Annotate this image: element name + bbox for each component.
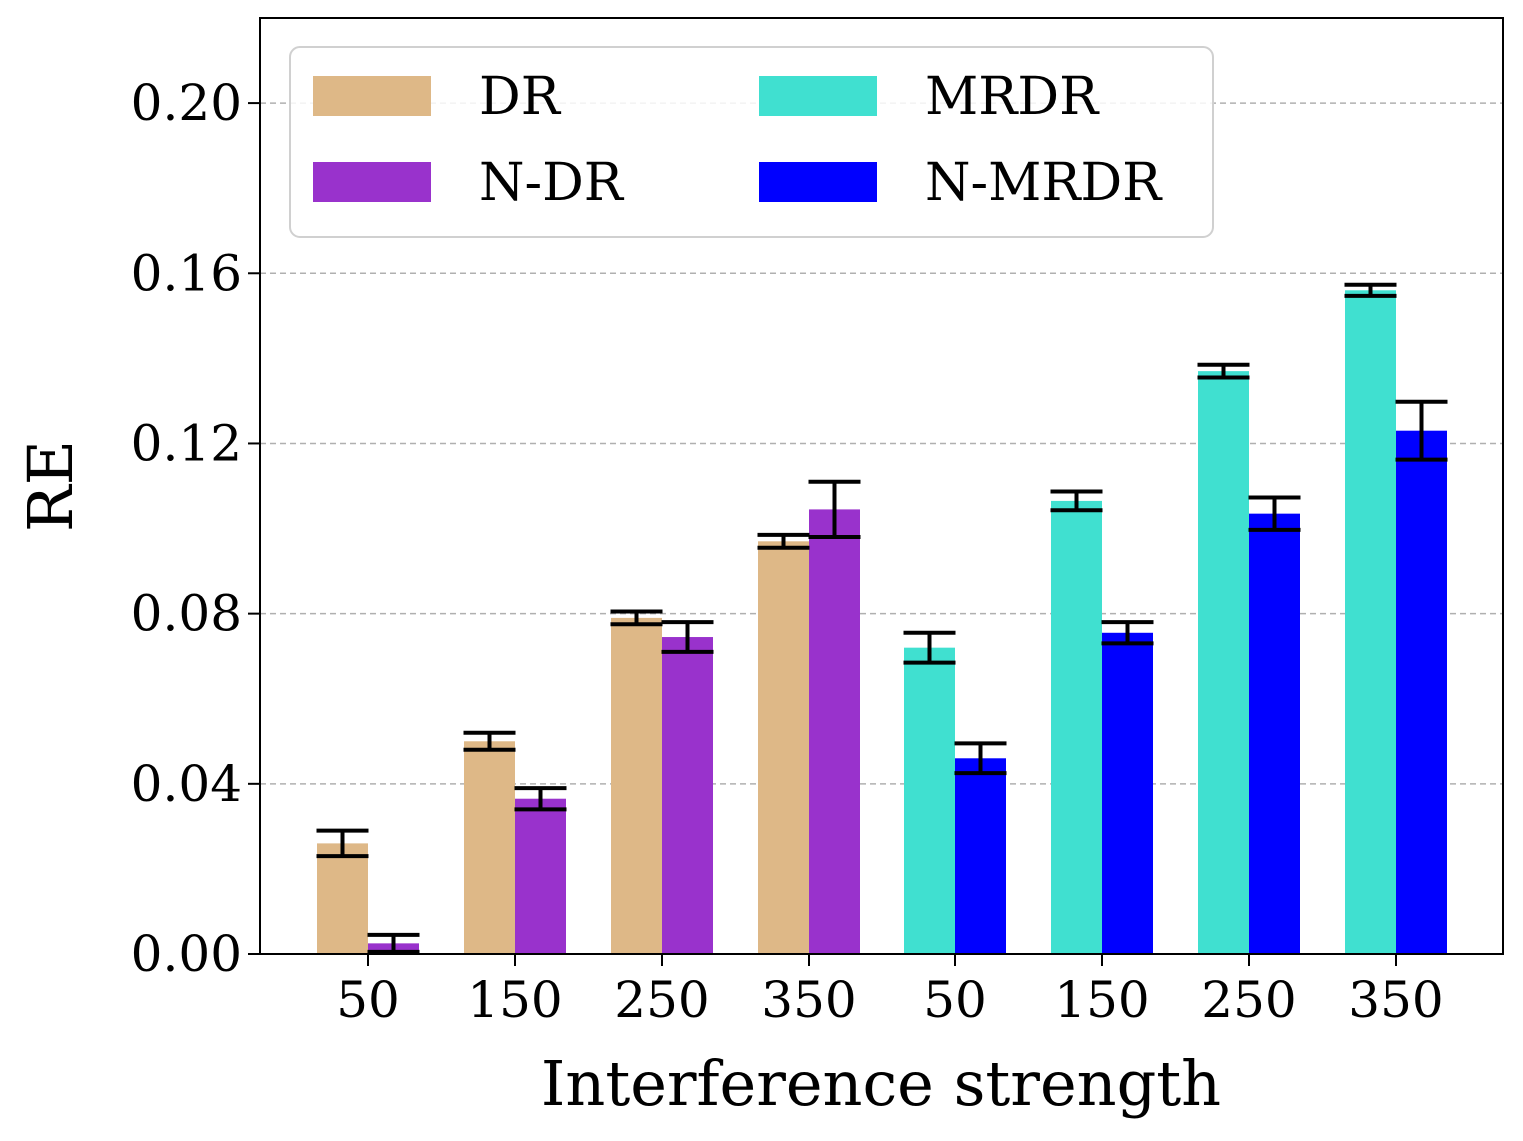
x-tick-label-6: 250 — [1201, 971, 1296, 1029]
bar-dr-350 — [758, 541, 809, 954]
x-tick-label-4: 50 — [923, 971, 987, 1029]
y-tick-label-3: 0.12 — [131, 414, 242, 472]
legend-swatch-dr — [313, 76, 431, 116]
y-tick-label-4: 0.16 — [131, 244, 242, 302]
y-tick-label-5: 0.20 — [131, 74, 242, 132]
legend-swatch-n-dr — [313, 162, 431, 202]
legend-label-dr: DR — [479, 67, 562, 127]
bar-n-mrdr-150 — [1102, 632, 1153, 954]
legend-label-mrdr: MRDR — [925, 67, 1100, 127]
x-tick-label-3: 350 — [761, 971, 856, 1029]
bar-mrdr-50 — [904, 647, 955, 954]
y-tick-label-2: 0.08 — [131, 585, 242, 643]
bar-n-mrdr-50 — [955, 758, 1006, 954]
x-tick-label-2: 250 — [614, 971, 709, 1029]
bar-n-dr-350 — [809, 509, 860, 954]
bar-mrdr-350 — [1345, 290, 1396, 955]
bar-n-dr-250 — [662, 637, 713, 954]
legend-swatch-mrdr — [759, 76, 877, 116]
x-tick-label-0: 50 — [336, 971, 400, 1029]
bar-dr-250 — [611, 617, 662, 954]
x-axis-ticks: 50 150 250 350 50 150 250 350 — [336, 954, 1444, 1029]
bar-mrdr-250 — [1198, 371, 1249, 954]
bar-n-mrdr-350 — [1396, 430, 1447, 954]
x-axis-label: Interference strength — [541, 1047, 1221, 1120]
legend-label-n-dr: N-DR — [479, 153, 625, 213]
y-axis-label: RE — [14, 440, 87, 532]
y-tick-label-1: 0.04 — [131, 755, 242, 813]
bar-mrdr-150 — [1051, 500, 1102, 954]
plot-frame — [259, 17, 1504, 955]
y-axis-ticks: 0.00 0.04 0.08 0.12 0.16 0.20 — [131, 74, 260, 983]
x-tick-label-5: 150 — [1054, 971, 1149, 1029]
bar-n-dr-150 — [515, 798, 566, 954]
legend-swatch-n-mrdr — [759, 162, 877, 202]
y-tick-label-0: 0.00 — [131, 925, 242, 983]
bar-dr-150 — [464, 741, 515, 954]
bar-dr-50 — [317, 843, 368, 954]
legend-label-n-mrdr: N-MRDR — [925, 153, 1163, 213]
legend-box — [289, 46, 1214, 238]
legend: DR MRDR N-DR N-MRDR — [289, 46, 1214, 238]
error-bars — [316, 282, 1448, 954]
bar-n-mrdr-250 — [1249, 513, 1300, 954]
x-tick-label-7: 350 — [1348, 971, 1443, 1029]
bars — [317, 290, 1447, 955]
x-tick-label-1: 150 — [467, 971, 562, 1029]
